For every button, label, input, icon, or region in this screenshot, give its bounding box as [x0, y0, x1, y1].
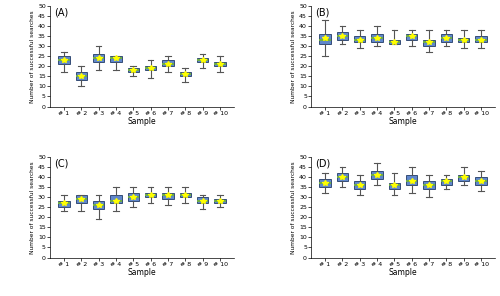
Text: (D): (D)	[315, 159, 330, 169]
PathPatch shape	[180, 193, 191, 197]
X-axis label: Sample: Sample	[388, 268, 418, 277]
PathPatch shape	[336, 32, 348, 40]
PathPatch shape	[388, 40, 400, 44]
X-axis label: Sample: Sample	[388, 117, 418, 126]
PathPatch shape	[58, 201, 70, 207]
PathPatch shape	[214, 62, 226, 66]
PathPatch shape	[180, 72, 191, 76]
Text: (B): (B)	[315, 8, 329, 18]
Text: (C): (C)	[54, 159, 68, 169]
PathPatch shape	[214, 199, 226, 203]
PathPatch shape	[197, 197, 208, 203]
PathPatch shape	[476, 177, 487, 185]
PathPatch shape	[58, 56, 70, 64]
PathPatch shape	[372, 171, 382, 179]
PathPatch shape	[145, 66, 156, 70]
PathPatch shape	[458, 38, 469, 42]
PathPatch shape	[197, 58, 208, 62]
PathPatch shape	[110, 56, 122, 62]
Y-axis label: Number of successful searches: Number of successful searches	[292, 10, 296, 102]
PathPatch shape	[110, 195, 122, 203]
Y-axis label: Number of successful searches: Number of successful searches	[30, 161, 35, 253]
PathPatch shape	[145, 193, 156, 197]
PathPatch shape	[354, 36, 366, 42]
Text: (A): (A)	[54, 8, 68, 18]
PathPatch shape	[93, 54, 104, 62]
PathPatch shape	[162, 193, 173, 199]
PathPatch shape	[320, 179, 330, 187]
PathPatch shape	[476, 36, 487, 42]
PathPatch shape	[424, 40, 434, 46]
PathPatch shape	[93, 201, 104, 209]
PathPatch shape	[458, 175, 469, 181]
X-axis label: Sample: Sample	[128, 268, 156, 277]
PathPatch shape	[76, 72, 87, 81]
PathPatch shape	[388, 183, 400, 189]
PathPatch shape	[406, 175, 417, 185]
PathPatch shape	[424, 181, 434, 189]
PathPatch shape	[406, 34, 417, 40]
PathPatch shape	[128, 68, 139, 72]
X-axis label: Sample: Sample	[128, 117, 156, 126]
PathPatch shape	[441, 34, 452, 42]
Y-axis label: Number of successful searches: Number of successful searches	[30, 10, 35, 102]
PathPatch shape	[354, 181, 366, 189]
PathPatch shape	[336, 173, 348, 181]
Y-axis label: Number of successful searches: Number of successful searches	[292, 161, 296, 253]
PathPatch shape	[128, 193, 139, 201]
PathPatch shape	[320, 34, 330, 44]
PathPatch shape	[76, 195, 87, 203]
PathPatch shape	[162, 60, 173, 66]
PathPatch shape	[441, 179, 452, 185]
PathPatch shape	[372, 34, 382, 42]
